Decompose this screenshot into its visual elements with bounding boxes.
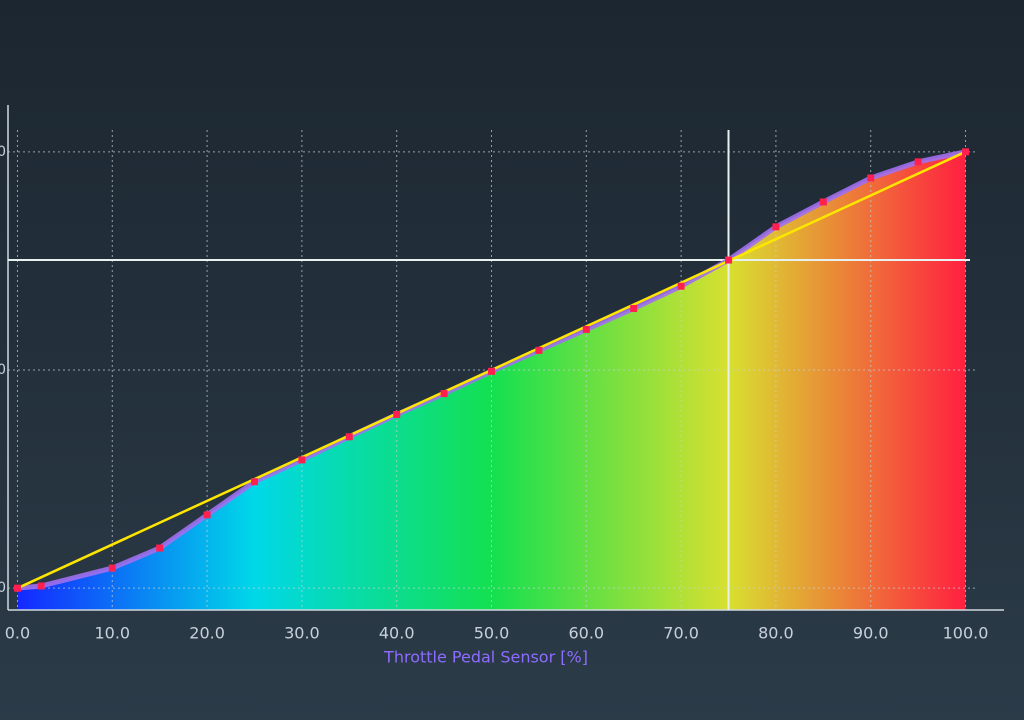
y-tick-label: 0 bbox=[0, 580, 6, 596]
point-marker bbox=[630, 304, 638, 312]
x-axis-label: Throttle Pedal Sensor [%] bbox=[383, 648, 588, 667]
point-marker bbox=[298, 456, 306, 464]
point-marker bbox=[677, 282, 685, 290]
x-tick-label: 60.0 bbox=[568, 624, 604, 643]
x-tick-label: 90.0 bbox=[853, 624, 889, 643]
x-tick-label: 30.0 bbox=[284, 624, 320, 643]
x-tick-label: 40.0 bbox=[379, 624, 415, 643]
y-tick-label: 50 bbox=[0, 362, 6, 378]
point-marker bbox=[250, 478, 258, 486]
point-marker bbox=[725, 256, 733, 264]
point-marker bbox=[962, 148, 970, 156]
point-marker bbox=[867, 174, 875, 182]
point-marker bbox=[393, 411, 401, 419]
x-tick-label: 100.0 bbox=[943, 624, 989, 643]
point-marker bbox=[535, 346, 543, 354]
point-marker bbox=[13, 584, 21, 592]
x-tick-label: 0.0 bbox=[5, 624, 30, 643]
point-marker bbox=[156, 544, 164, 552]
point-marker bbox=[108, 564, 116, 572]
point-marker bbox=[582, 325, 590, 333]
y-tick-label: 100 bbox=[0, 144, 6, 160]
point-marker bbox=[819, 198, 827, 206]
point-marker bbox=[488, 367, 495, 375]
point-marker bbox=[440, 390, 448, 398]
x-tick-label: 80.0 bbox=[758, 624, 794, 643]
point-marker bbox=[37, 582, 45, 590]
x-tick-label: 50.0 bbox=[474, 624, 510, 643]
point-marker bbox=[914, 158, 922, 166]
point-marker bbox=[772, 223, 780, 231]
point-marker bbox=[203, 511, 211, 519]
x-tick-label: 70.0 bbox=[663, 624, 699, 643]
point-marker bbox=[345, 433, 353, 441]
x-tick-label: 10.0 bbox=[94, 624, 130, 643]
x-tick-label: 20.0 bbox=[189, 624, 225, 643]
